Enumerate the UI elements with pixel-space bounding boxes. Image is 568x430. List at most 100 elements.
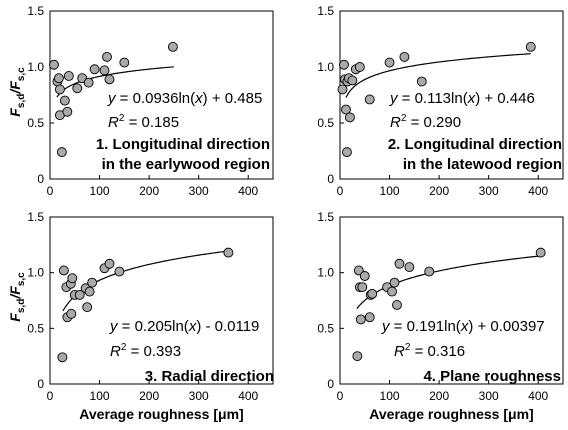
- x-tick-label: 100: [380, 184, 400, 198]
- data-point: [353, 265, 364, 276]
- panel-caption: in the latewood region: [403, 156, 562, 173]
- data-point: [339, 59, 349, 70]
- data-point: [53, 73, 64, 84]
- x-tick-label: 0: [337, 184, 344, 198]
- y-axis-title-part: s,d: [16, 299, 27, 313]
- x-tick-label: 0: [47, 389, 54, 403]
- data-point: [223, 247, 234, 258]
- data-point: [104, 74, 115, 85]
- data-point: [72, 83, 83, 94]
- y-tick-label: 0.5: [27, 321, 44, 335]
- y-axis-title: Fs,d/Fs,c: [7, 272, 27, 322]
- panel-1: 0 100 200 300 400 0 0.5 1.0 1.5 y = 0.0936ln(x) +…: [7, 4, 274, 198]
- y-tick-label: 1.0: [27, 266, 44, 280]
- data-point: [535, 247, 546, 258]
- y-tick-label: 1.0: [27, 60, 44, 74]
- data-point: [354, 62, 365, 72]
- data-point: [83, 77, 94, 88]
- data-point: [344, 112, 355, 123]
- equation-part: = 0.205ln(: [118, 318, 189, 335]
- equation-y: y: [107, 90, 117, 107]
- equation-part: x: [460, 318, 469, 335]
- data-point: [416, 76, 427, 87]
- r-value: = 0.290: [406, 114, 461, 131]
- equation-part: ) - 0.0119: [196, 318, 259, 335]
- r-value: = 0.316: [410, 343, 465, 360]
- y-tick-label: 0: [327, 172, 334, 186]
- data-point: [57, 352, 68, 363]
- equation-part: ) + 0.446: [475, 90, 535, 107]
- data-point: [384, 57, 395, 68]
- y-axis-title-part: /F: [7, 81, 23, 95]
- r-squared: R2 = 0.316: [394, 342, 465, 360]
- equation-part: = 0.0936ln(: [116, 90, 196, 107]
- r-superscript: 2: [121, 342, 127, 353]
- data-point: [87, 277, 98, 288]
- data-point: [364, 312, 375, 323]
- data-point: [74, 289, 85, 300]
- data-point: [104, 258, 115, 269]
- y-tick-label: 1.5: [317, 210, 334, 224]
- r-superscript: 2: [401, 113, 407, 124]
- panel-caption: 2. Longitudinal direction: [388, 136, 562, 153]
- r-label: R: [110, 343, 121, 360]
- r-squared: R2 = 0.290: [390, 113, 461, 131]
- y-axis-title-part: s,c: [16, 67, 27, 81]
- x-tick-label: 400: [238, 389, 258, 403]
- r-squared: R2 = 0.185: [108, 113, 179, 131]
- y-tick-label: 0: [37, 377, 44, 391]
- data-point: [359, 271, 370, 281]
- data-point: [56, 147, 67, 158]
- panel-caption: 1. Longitudinal direction: [96, 136, 270, 153]
- panel-caption: in the earlywood region: [102, 156, 270, 173]
- plot-frame: [49, 10, 274, 180]
- fit-curve: [356, 255, 541, 309]
- data-point: [340, 104, 351, 115]
- data-point: [399, 51, 410, 62]
- r-superscript: 2: [119, 113, 125, 124]
- y-tick-label: 1.5: [27, 210, 44, 224]
- data-point: [404, 262, 415, 273]
- data-point: [54, 84, 65, 95]
- equation-part: x: [194, 90, 203, 107]
- data-point: [394, 258, 405, 269]
- x-axis-title: Average roughness [μm]: [369, 406, 533, 422]
- data-point: [357, 282, 368, 293]
- x-tick-label: 400: [528, 184, 548, 198]
- data-point: [66, 308, 77, 319]
- y-tick-label: 1.5: [317, 4, 334, 18]
- y-axis-title: Fs,d/Fs,c: [7, 67, 27, 117]
- equation-part: = 0.191ln(: [390, 318, 461, 335]
- r-value: = 0.393: [126, 343, 181, 360]
- fit-curve: [345, 53, 531, 98]
- y-tick-label: 0: [327, 377, 334, 391]
- y-axis-title-part: F: [7, 313, 23, 322]
- data-point: [341, 147, 352, 158]
- data-point: [58, 265, 69, 276]
- equation-part: ) + 0.00397: [468, 318, 544, 335]
- equation-y: y: [389, 90, 399, 107]
- data-point: [99, 65, 110, 76]
- x-tick-label: 300: [479, 184, 499, 198]
- equation-part: x: [188, 318, 197, 335]
- y-tick-label: 1.0: [317, 60, 334, 74]
- data-point: [352, 351, 363, 362]
- equation-part: x: [467, 90, 476, 107]
- x-tick-label: 0: [47, 184, 54, 198]
- r-label: R: [390, 114, 401, 131]
- data-point: [67, 273, 78, 284]
- panel-3: 0 100 200 300 400 0 0.5 1.0 1.5 y = 0.205ln(x) - …: [7, 210, 274, 422]
- panel-2: 0 100 200 300 400 0 0.5 1.0 1.5 y = 0.113ln(x) + …: [317, 4, 564, 198]
- x-tick-label: 0: [337, 389, 344, 403]
- x-axis-title: Average roughness [μm]: [79, 406, 243, 422]
- data-point: [392, 300, 402, 310]
- y-tick-label: 0.5: [27, 116, 44, 130]
- y-axis-title-part: F: [7, 108, 23, 117]
- regression-equation: y = 0.113ln(x) + 0.446: [389, 90, 535, 107]
- data-point: [49, 59, 59, 70]
- r-label: R: [108, 114, 119, 131]
- x-tick-label: 300: [189, 389, 209, 403]
- x-tick-label: 300: [479, 389, 499, 403]
- x-tick-label: 400: [528, 389, 548, 403]
- panel-4: 0 100 200 300 400 0 0.5 1.0 1.5 y = 0.191ln(x) + …: [317, 210, 564, 422]
